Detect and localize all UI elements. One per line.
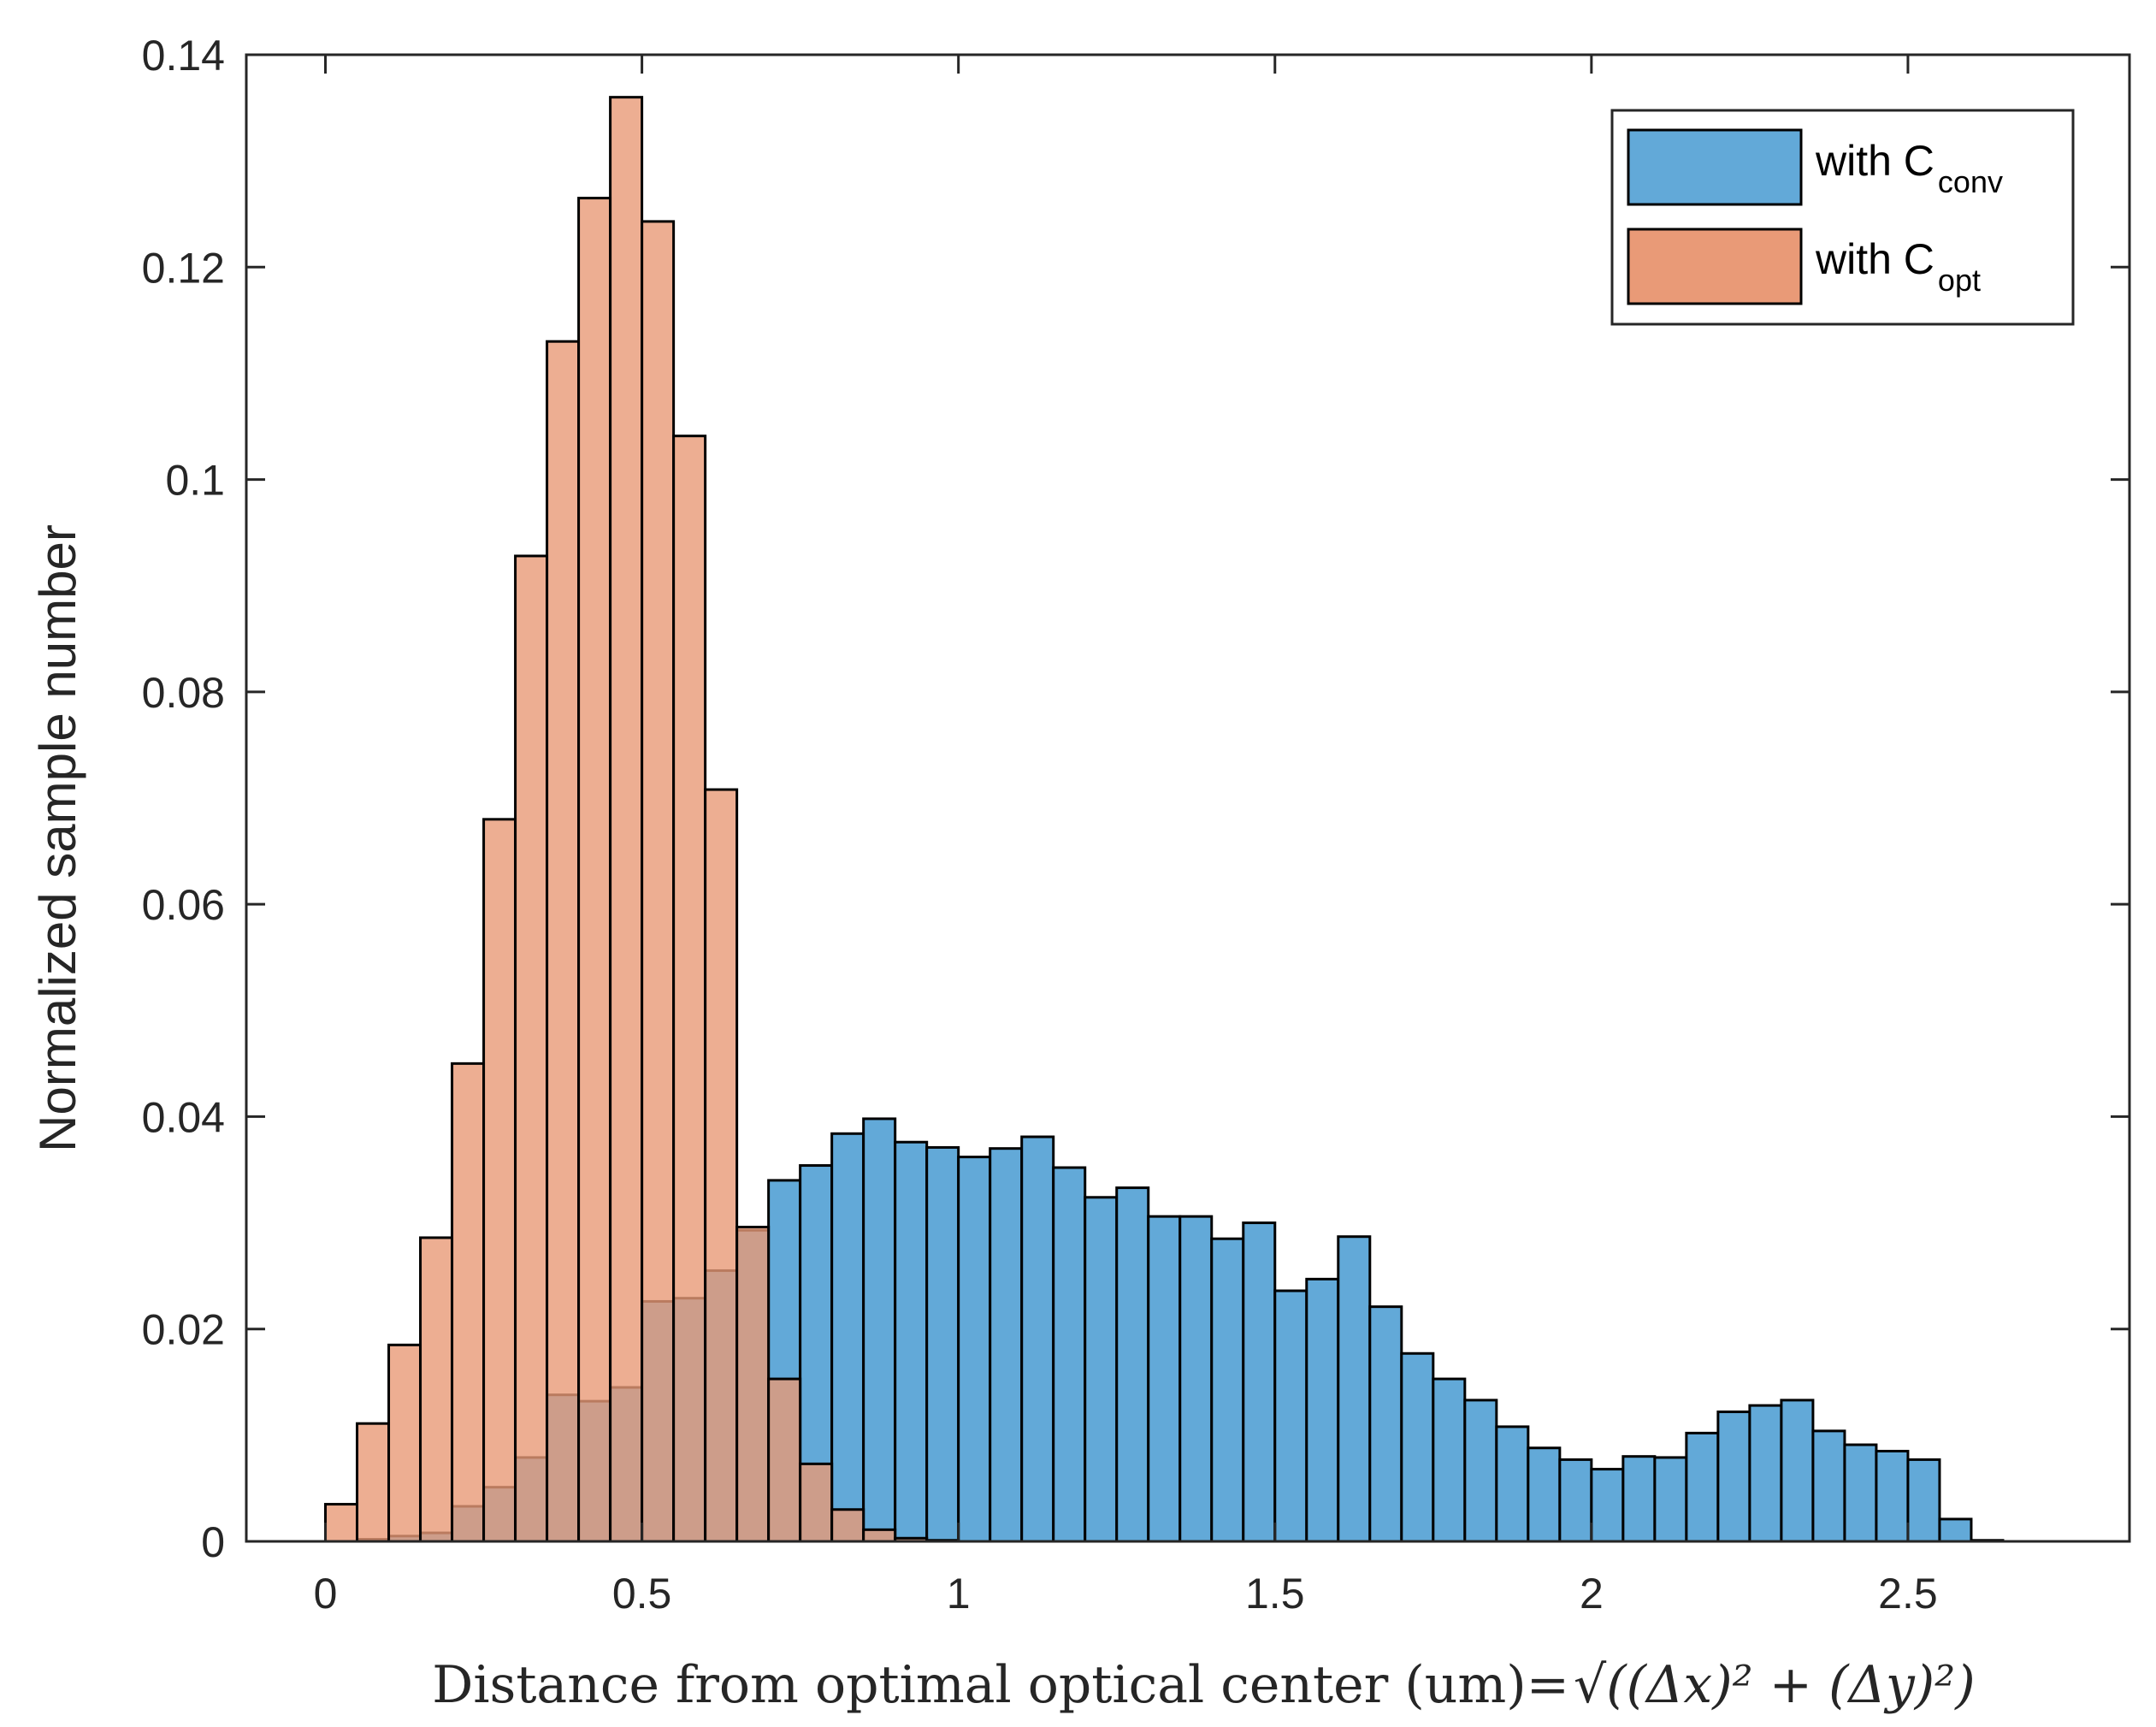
axis-ticks bbox=[246, 53, 2129, 1543]
bar-conv-47 bbox=[1811, 1429, 1846, 1543]
bar-opt-15 bbox=[799, 1462, 834, 1543]
x-axis-label-formula: √((Δx)² + (Δy)²) bbox=[1574, 1655, 1976, 1715]
x-tick-label: 1.5 bbox=[1245, 1570, 1305, 1618]
bar-conv-24 bbox=[1084, 1196, 1119, 1543]
y-tick-label: 0.1 bbox=[165, 457, 225, 505]
bar-conv-42 bbox=[1653, 1456, 1688, 1543]
bar-conv-32 bbox=[1337, 1235, 1372, 1543]
y-tick-label: 0.08 bbox=[142, 669, 225, 717]
bar-opt-12 bbox=[704, 788, 739, 1543]
axes-box bbox=[245, 53, 2131, 1543]
bar-conv-44 bbox=[1716, 1411, 1751, 1543]
y-tick-label: 0.04 bbox=[142, 1093, 225, 1141]
bar-conv-23 bbox=[1052, 1166, 1087, 1543]
bar-conv-39 bbox=[1558, 1458, 1593, 1543]
series-opt-bars bbox=[324, 96, 960, 1543]
bar-opt-7 bbox=[546, 340, 581, 1543]
bar-conv-38 bbox=[1527, 1446, 1562, 1543]
y-axis-label: Normalized sample number bbox=[29, 524, 86, 1152]
bar-conv-36 bbox=[1463, 1399, 1498, 1543]
bar-conv-25 bbox=[1115, 1186, 1150, 1543]
bar-conv-50 bbox=[1906, 1458, 1941, 1543]
bar-opt-3 bbox=[419, 1236, 454, 1543]
bar-conv-51 bbox=[1938, 1517, 1973, 1543]
bar-conv-45 bbox=[1748, 1404, 1783, 1543]
bar-opt-14 bbox=[767, 1377, 802, 1543]
bar-opt-5 bbox=[482, 818, 517, 1543]
bar-conv-28 bbox=[1210, 1237, 1245, 1543]
bar-conv-43 bbox=[1685, 1431, 1720, 1543]
bar-conv-29 bbox=[1242, 1221, 1277, 1543]
bar-opt-0 bbox=[324, 1503, 359, 1543]
bar-conv-22 bbox=[1020, 1135, 1055, 1543]
bar-conv-17 bbox=[862, 1117, 897, 1543]
bar-conv-21 bbox=[989, 1147, 1024, 1543]
bar-conv-37 bbox=[1495, 1425, 1530, 1543]
y-tick-label: 0.06 bbox=[142, 881, 225, 929]
bar-opt-13 bbox=[735, 1226, 771, 1543]
x-tick-label: 0.5 bbox=[612, 1570, 672, 1618]
bar-opt-1 bbox=[356, 1422, 391, 1543]
x-tick-label: 2 bbox=[1580, 1570, 1604, 1618]
bar-opt-8 bbox=[577, 197, 612, 1543]
bar-conv-46 bbox=[1780, 1399, 1815, 1543]
legend-swatch-opt bbox=[1627, 228, 1803, 305]
tick-labels: 0 0.5 1 1.5 2 2.5 0 0.02 0.04 0.06 0.08 0.1 0.12 0.14 bbox=[142, 32, 1938, 1618]
bar-opt-6 bbox=[514, 554, 549, 1543]
bar-conv-19 bbox=[925, 1145, 960, 1543]
bar-conv-18 bbox=[894, 1140, 929, 1543]
bar-opt-4 bbox=[451, 1062, 486, 1543]
bar-conv-20 bbox=[957, 1156, 992, 1543]
y-tick-label: 0 bbox=[201, 1518, 225, 1566]
y-tick-label: 0.12 bbox=[142, 244, 225, 292]
x-tick-label: 0 bbox=[314, 1570, 338, 1618]
bar-conv-16 bbox=[830, 1132, 865, 1543]
bar-conv-30 bbox=[1273, 1289, 1308, 1543]
bar-conv-48 bbox=[1843, 1443, 1878, 1543]
bar-conv-31 bbox=[1305, 1277, 1340, 1543]
bar-conv-41 bbox=[1621, 1455, 1657, 1543]
bar-conv-27 bbox=[1178, 1215, 1214, 1543]
bar-conv-49 bbox=[1875, 1449, 1910, 1543]
bar-conv-34 bbox=[1400, 1351, 1435, 1543]
bar-opt-2 bbox=[387, 1343, 422, 1543]
y-tick-label: 0.02 bbox=[142, 1306, 225, 1354]
bar-opt-9 bbox=[609, 96, 644, 1543]
bar-conv-40 bbox=[1590, 1468, 1625, 1543]
x-axis-label-group: Distance from optimal optical center (um… bbox=[432, 1655, 1975, 1715]
bar-opt-10 bbox=[641, 220, 676, 1543]
x-tick-label: 1 bbox=[947, 1570, 971, 1618]
bar-opt-11 bbox=[672, 435, 707, 1543]
y-tick-label: 0.14 bbox=[142, 32, 225, 80]
bar-conv-33 bbox=[1368, 1305, 1403, 1543]
bar-opt-17 bbox=[862, 1528, 897, 1543]
x-tick-label: 2.5 bbox=[1878, 1570, 1938, 1618]
bar-conv-35 bbox=[1432, 1377, 1467, 1543]
bar-conv-26 bbox=[1147, 1215, 1182, 1543]
x-axis-label: Distance from optimal optical center (um… bbox=[432, 1655, 1569, 1715]
bar-opt-16 bbox=[830, 1508, 865, 1543]
legend-swatch-conv bbox=[1627, 128, 1803, 206]
